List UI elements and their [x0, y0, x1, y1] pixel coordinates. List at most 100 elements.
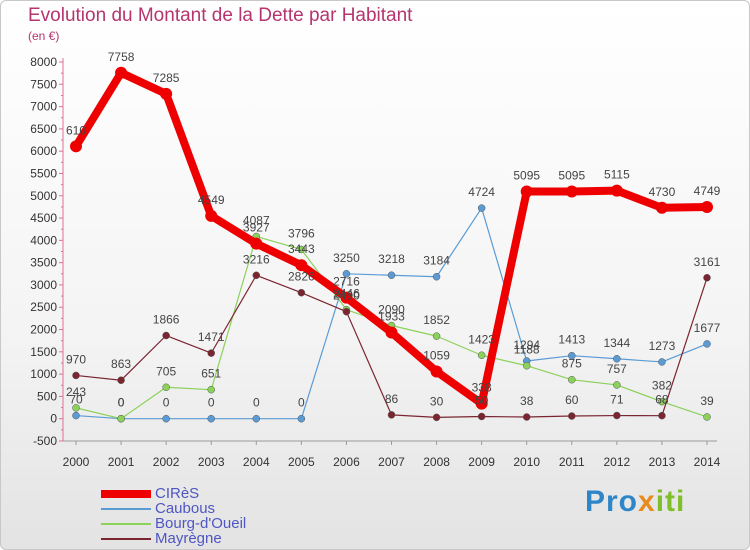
data-point — [703, 274, 711, 282]
x-tick-label: 2001 — [108, 455, 135, 469]
data-label: 5095 — [558, 169, 585, 183]
data-label: 1344 — [604, 336, 631, 350]
data-point — [207, 385, 215, 394]
data-point — [568, 412, 576, 420]
series-line — [72, 68, 708, 408]
data-point — [655, 201, 668, 214]
data-label: 0 — [163, 396, 170, 410]
data-label: 7285 — [153, 71, 180, 85]
data-point — [387, 411, 396, 419]
data-label: 705 — [156, 364, 176, 378]
x-tick-label: 2012 — [604, 455, 631, 469]
x-tick-label: 2011 — [559, 455, 585, 469]
data-label: 0 — [118, 396, 125, 410]
y-tick-label: 1500 — [30, 345, 57, 359]
data-label: 3216 — [243, 252, 270, 266]
legend-label: Bourg-d'Oueil — [155, 515, 247, 532]
legend-swatch — [101, 490, 151, 498]
y-tick-label: -500 — [33, 434, 57, 448]
data-label: 39 — [700, 394, 714, 408]
data-label: 4087 — [243, 213, 270, 227]
data-point — [162, 331, 170, 340]
y-tick-label: 6000 — [30, 144, 57, 158]
data-label: 70 — [69, 393, 83, 407]
data-label: 1423 — [468, 332, 495, 346]
series-3 — [72, 271, 711, 422]
data-label: 1866 — [153, 313, 180, 327]
data-point — [475, 397, 488, 410]
data-point — [342, 270, 351, 278]
y-tick-label: 1000 — [30, 367, 57, 381]
data-point — [297, 288, 306, 297]
data-point — [207, 414, 215, 423]
data-point — [430, 365, 443, 378]
data-point — [522, 361, 531, 370]
logo-part-2: x — [638, 485, 656, 518]
data-label: 5115 — [604, 168, 630, 182]
data-label: 3161 — [694, 255, 721, 269]
x-tick-label: 2008 — [423, 455, 450, 469]
x-tick-label: 2013 — [649, 455, 676, 469]
data-label: 71 — [610, 393, 624, 407]
data-label: 3184 — [423, 254, 450, 268]
data-point — [565, 185, 578, 198]
data-label: 1677 — [694, 321, 721, 335]
data-label: 3796 — [288, 226, 315, 240]
data-label: 68 — [655, 393, 669, 407]
data-point — [477, 351, 486, 360]
data-point — [520, 185, 533, 198]
data-point — [160, 87, 173, 100]
data-point — [477, 204, 486, 212]
data-point — [297, 245, 306, 254]
data-label: 2446 — [333, 287, 360, 301]
data-point — [432, 413, 441, 422]
data-point — [252, 414, 261, 423]
y-tick-label: 0 — [50, 412, 57, 426]
data-label: 4749 — [694, 184, 721, 198]
data-label: 3250 — [333, 251, 360, 265]
data-point — [613, 381, 621, 389]
logo-part-3: iti — [655, 485, 686, 518]
data-label: 1059 — [423, 348, 450, 362]
y-tick-label: 3500 — [30, 256, 57, 270]
data-point — [432, 272, 441, 281]
y-tick-label: 5000 — [30, 189, 57, 203]
data-label: 1188 — [514, 343, 540, 357]
data-label: 4549 — [198, 193, 225, 207]
data-point — [72, 411, 80, 420]
data-point — [297, 414, 306, 423]
data-point — [117, 376, 125, 384]
data-point — [70, 140, 82, 153]
data-label: 382 — [652, 379, 672, 393]
data-point — [115, 66, 128, 79]
chart-title: Evolution du Montant de la Dette par Hab… — [28, 5, 413, 26]
data-point — [250, 237, 263, 250]
legend-swatch — [101, 508, 151, 510]
data-label: 5095 — [513, 169, 540, 183]
data-label: 610 — [66, 123, 86, 137]
axes: -500050010001500200025003000350040004500… — [30, 55, 720, 469]
legend-label: CIRèS — [155, 485, 200, 502]
data-point — [432, 332, 441, 340]
legend-swatch — [101, 538, 151, 540]
y-tick-label: 7000 — [30, 100, 57, 114]
data-label: 0 — [298, 396, 305, 410]
data-point — [522, 413, 531, 421]
data-point — [658, 358, 666, 366]
data-label: 3218 — [378, 252, 405, 266]
data-label: 60 — [565, 393, 579, 407]
legend-swatch — [101, 523, 151, 525]
data-label: 38 — [520, 394, 534, 408]
data-point — [252, 271, 261, 280]
data-label: 0 — [118, 396, 125, 410]
x-tick-label: 2000 — [63, 455, 90, 469]
y-axis-unit-label: (en €) — [28, 29, 60, 43]
data-point — [385, 326, 398, 339]
data-point — [613, 411, 621, 420]
data-label: 30 — [430, 394, 444, 408]
data-point — [658, 411, 666, 420]
data-label: 2716 — [333, 275, 360, 289]
data-label: 2090 — [378, 303, 405, 317]
data-label: 875 — [562, 357, 582, 371]
y-tick-label: 500 — [37, 389, 57, 403]
